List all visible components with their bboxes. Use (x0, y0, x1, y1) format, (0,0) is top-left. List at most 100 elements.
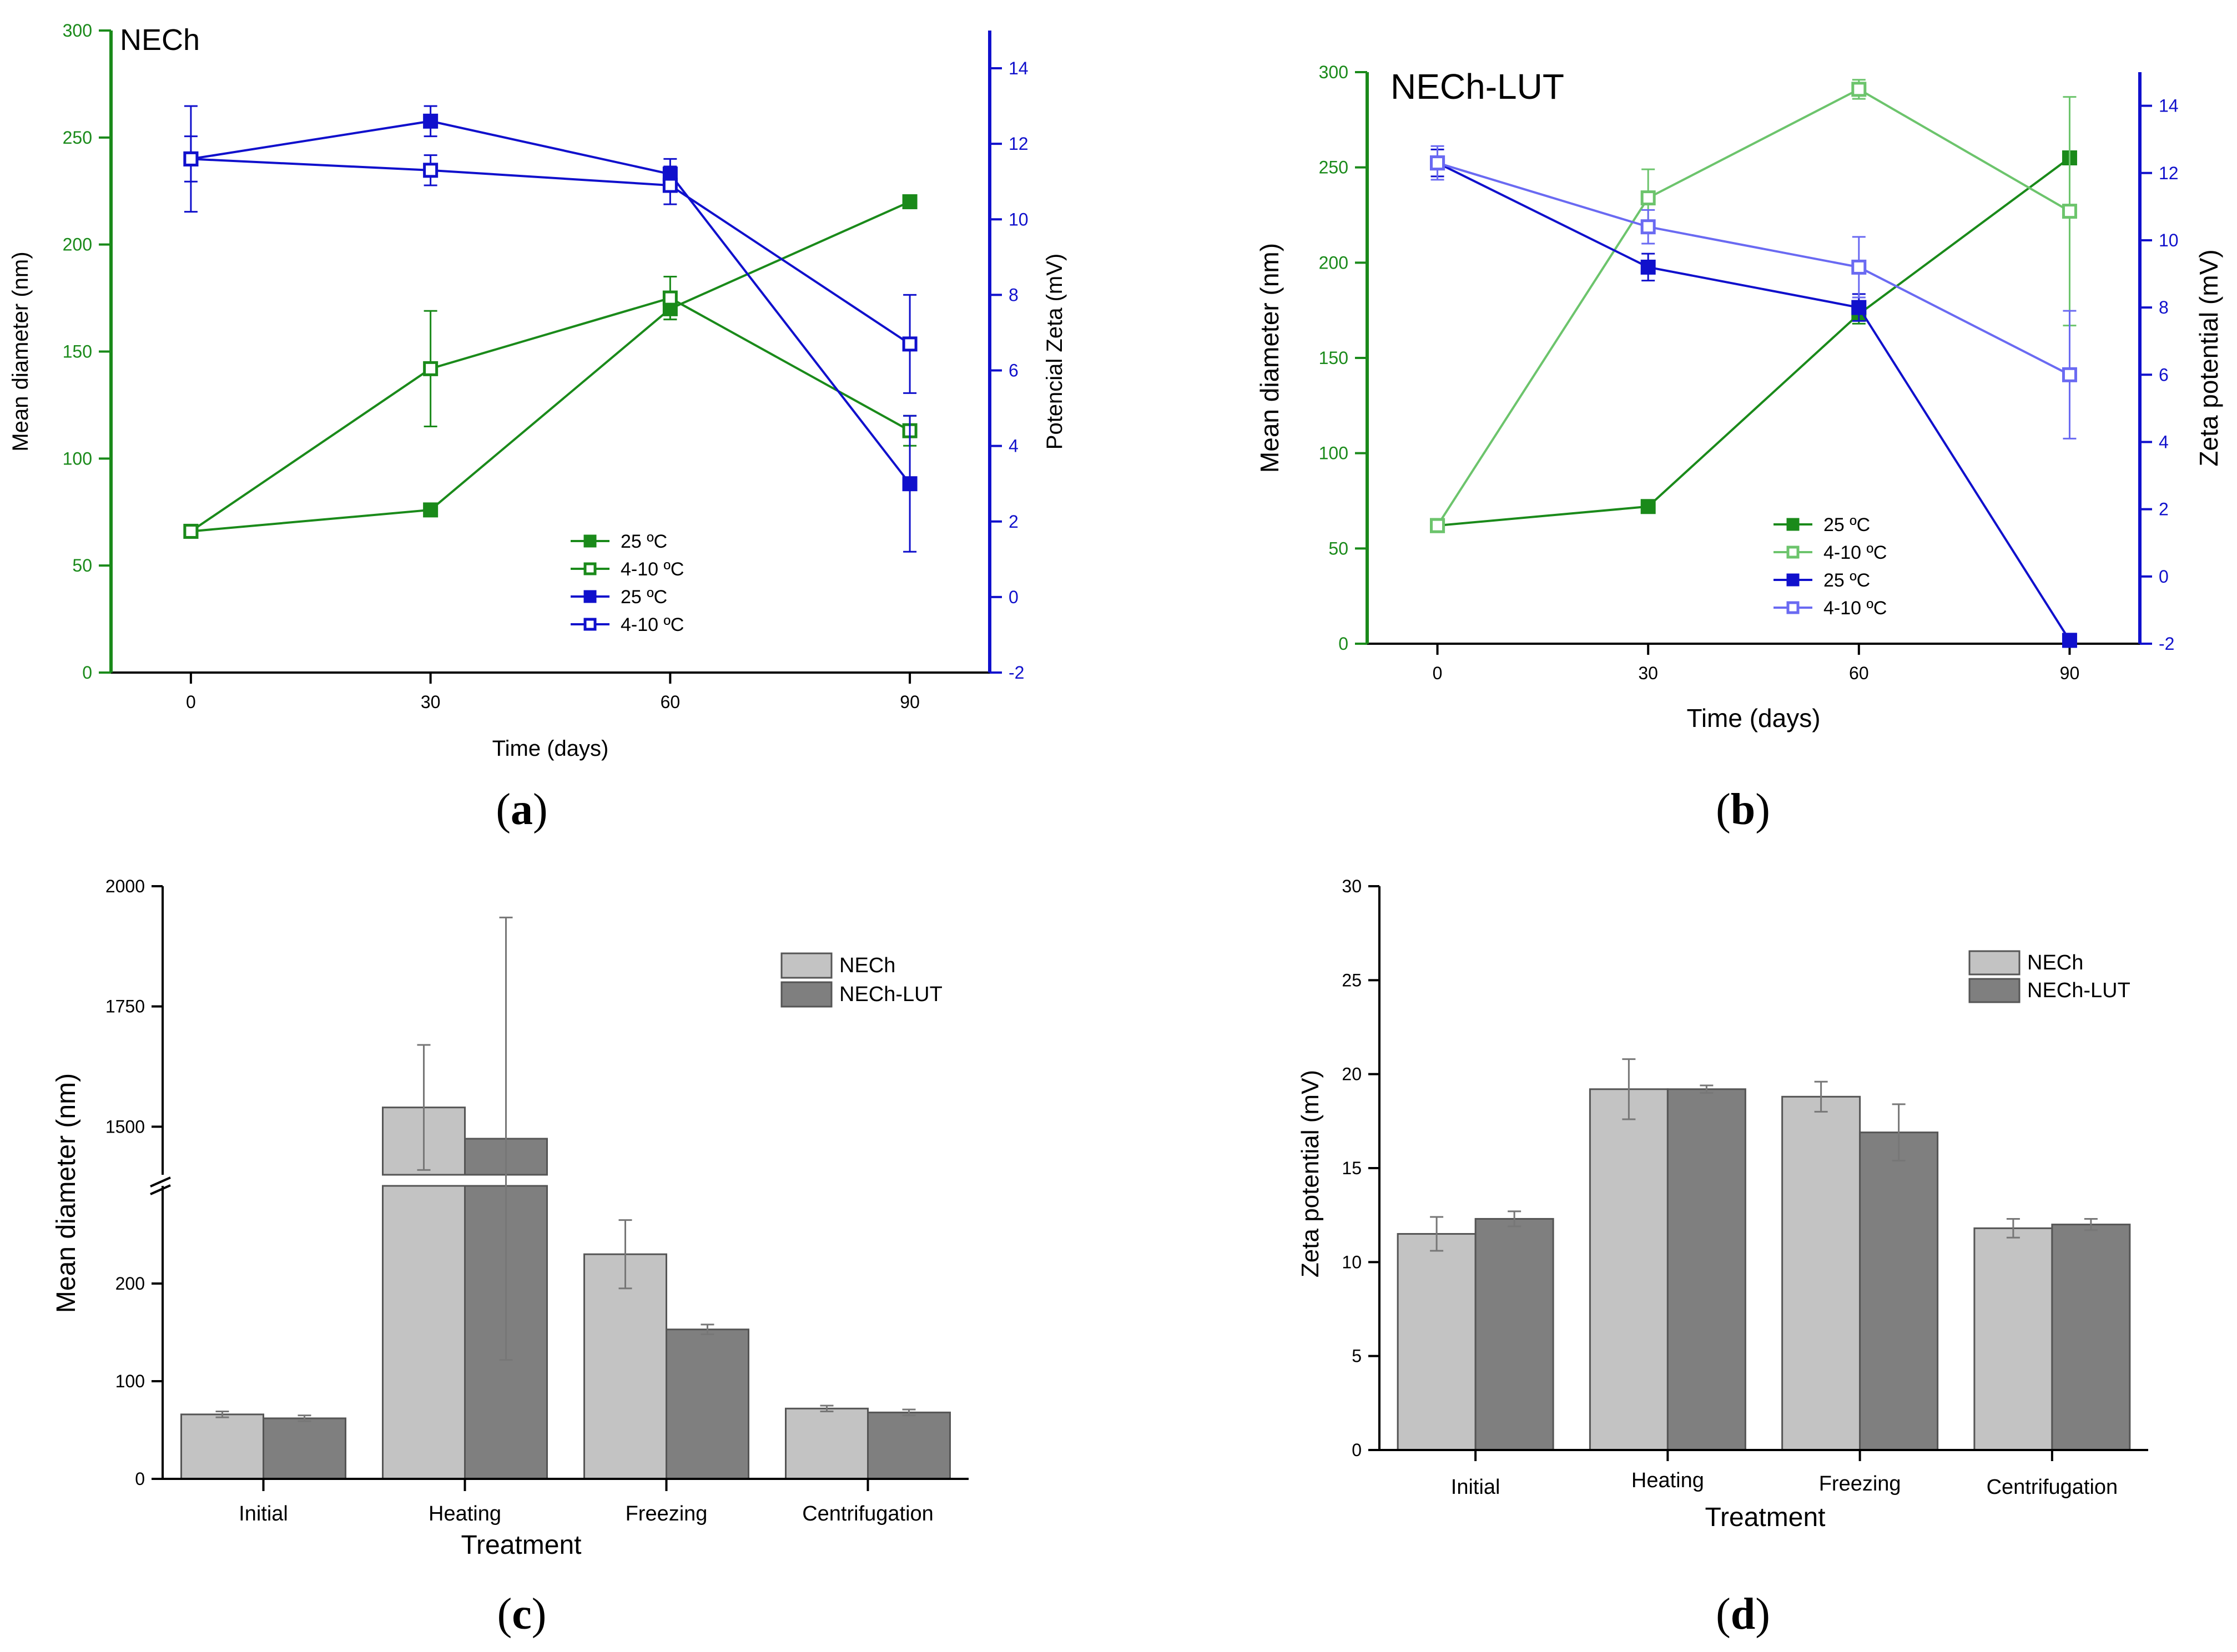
data-point (902, 336, 918, 352)
series-1 (183, 276, 918, 539)
bar-nech-lut (666, 1323, 749, 1480)
x-tick-label: 60 (661, 692, 681, 712)
bar-nech (785, 1405, 869, 1480)
legend-marker (583, 562, 597, 575)
x-axis-label: Time (days) (492, 736, 609, 761)
bar (1474, 1217, 1554, 1451)
left-y-axis-label: Mean diameter (nm) (1255, 243, 1284, 473)
left-y-tick-label: 250 (63, 128, 92, 148)
data-point (423, 163, 439, 178)
y-tick-label: 1750 (105, 997, 145, 1017)
bar (1859, 1131, 1939, 1451)
left-y-tick-label: 50 (72, 555, 92, 575)
x-tick-label: Heating (1631, 1469, 1704, 1492)
bar (1781, 1095, 1861, 1451)
right-y-tick-label: 14 (1009, 58, 1029, 78)
data-point (1640, 190, 1656, 206)
axis-break-mark (150, 1176, 171, 1195)
left-y-tick-label: 150 (63, 342, 92, 362)
panel-label-part: ( (1716, 1590, 1731, 1639)
right-y-tick-label: 2 (1009, 512, 1019, 532)
error-bar (417, 1044, 431, 1171)
x-tick-label: 0 (186, 692, 196, 712)
y-tick-label: 5 (1352, 1346, 1362, 1366)
bar-nech-lut (2051, 1217, 2131, 1451)
left-y-tick-label: 100 (1319, 443, 1348, 463)
x-tick-label: Initial (239, 1502, 288, 1525)
legend-swatch (780, 981, 833, 1008)
data-point (902, 194, 918, 210)
data-point (183, 151, 199, 166)
chart-d: Initial Heating Freezing Centrifugation 0 5 10… (1297, 876, 2148, 1532)
y-axis-label: Zeta potential (mV) (1297, 1070, 1324, 1277)
series-line (190, 200, 910, 533)
series-2 (1430, 148, 2077, 648)
bar (1666, 1088, 1746, 1451)
x-axis-label: Treatment (1705, 1503, 1826, 1532)
left-y-tick-label: 200 (63, 235, 92, 255)
series-line (1437, 156, 2070, 527)
panel-label-part: ( (1716, 785, 1731, 834)
data-point (1430, 155, 1445, 171)
legend: 25 ºC 4-10 ºC 25 ºC 4-10 ºC (571, 531, 684, 635)
x-tick-label: Initial (1451, 1476, 1500, 1499)
right-y-tick-label: 2 (2159, 499, 2169, 519)
series-line (1436, 88, 2070, 527)
legend-label: 4-10 ºC (1823, 598, 1887, 619)
x-tick-label: Freezing (1819, 1472, 1901, 1496)
legend-label: NECh (839, 954, 895, 977)
bar (1589, 1088, 1669, 1451)
chart-a: 0 50 100 150 200 250 300 -2 0 2 4 6 8 10 12 14 0 30 60 90 Ti… (8, 21, 1067, 761)
series-line (1437, 161, 2070, 376)
bar-nech (180, 1411, 264, 1480)
series-0 (1430, 150, 2077, 533)
panel-label-part: d (1731, 1590, 1756, 1639)
right-y-tick-label: 14 (2159, 96, 2179, 116)
series-line (190, 120, 911, 484)
data-point (2062, 367, 2077, 382)
right-y-tick-label: 12 (2159, 163, 2179, 183)
legend-label: 25 ºC (1823, 514, 1870, 535)
y-tick-label: 0 (135, 1469, 145, 1489)
series-line (190, 158, 911, 345)
bar-nech-lut (1859, 1103, 1939, 1451)
error-bar (499, 916, 513, 1361)
panel-label-part: ) (533, 785, 548, 834)
data-point (902, 476, 918, 492)
legend-label: NECh-LUT (839, 983, 943, 1006)
legend-marker (1786, 545, 1800, 559)
x-axis-label: Treatment (461, 1530, 582, 1560)
bar-nech-lut (263, 1414, 346, 1480)
bar-nech-lut (464, 916, 548, 1480)
bar (2051, 1224, 2131, 1451)
left-y-axis-label: Mean diameter (nm) (8, 251, 33, 451)
error-bar (618, 1219, 632, 1290)
series-3 (183, 105, 918, 394)
x-tick-label: Heating (429, 1502, 501, 1525)
panel-label-part: ) (532, 1590, 547, 1639)
y-axis-label: Mean diameter (nm) (52, 1073, 81, 1313)
bar (867, 1411, 951, 1480)
error-bar (820, 1405, 834, 1413)
bar-nech (583, 1219, 667, 1480)
right-y-tick-label: -2 (1009, 663, 1024, 683)
error-bar (1430, 1216, 1444, 1252)
right-y-tick-label: 10 (2159, 230, 2179, 250)
panel-label-part: ) (1755, 1590, 1770, 1639)
left-y-tick-label: 200 (1319, 252, 1348, 272)
legend-label: 4-10 ºC (1823, 542, 1887, 563)
legend-label: 4-10 ºC (621, 559, 684, 580)
legend-label: 25 ºC (621, 587, 667, 608)
legend-label: 4-10 ºC (621, 614, 684, 635)
legend-marker (583, 534, 597, 548)
legend-swatch (780, 952, 833, 979)
bar-nech-lut (867, 1408, 951, 1480)
bar (180, 1413, 264, 1480)
right-y-tick-label: -2 (2159, 634, 2174, 654)
error-bar (2006, 1217, 2020, 1239)
legend-label: 25 ºC (1823, 570, 1870, 591)
data-point (1430, 518, 1445, 533)
y-tick-label: 20 (1342, 1064, 1362, 1084)
legend: NECh NECh-LUT (1968, 950, 2130, 1003)
